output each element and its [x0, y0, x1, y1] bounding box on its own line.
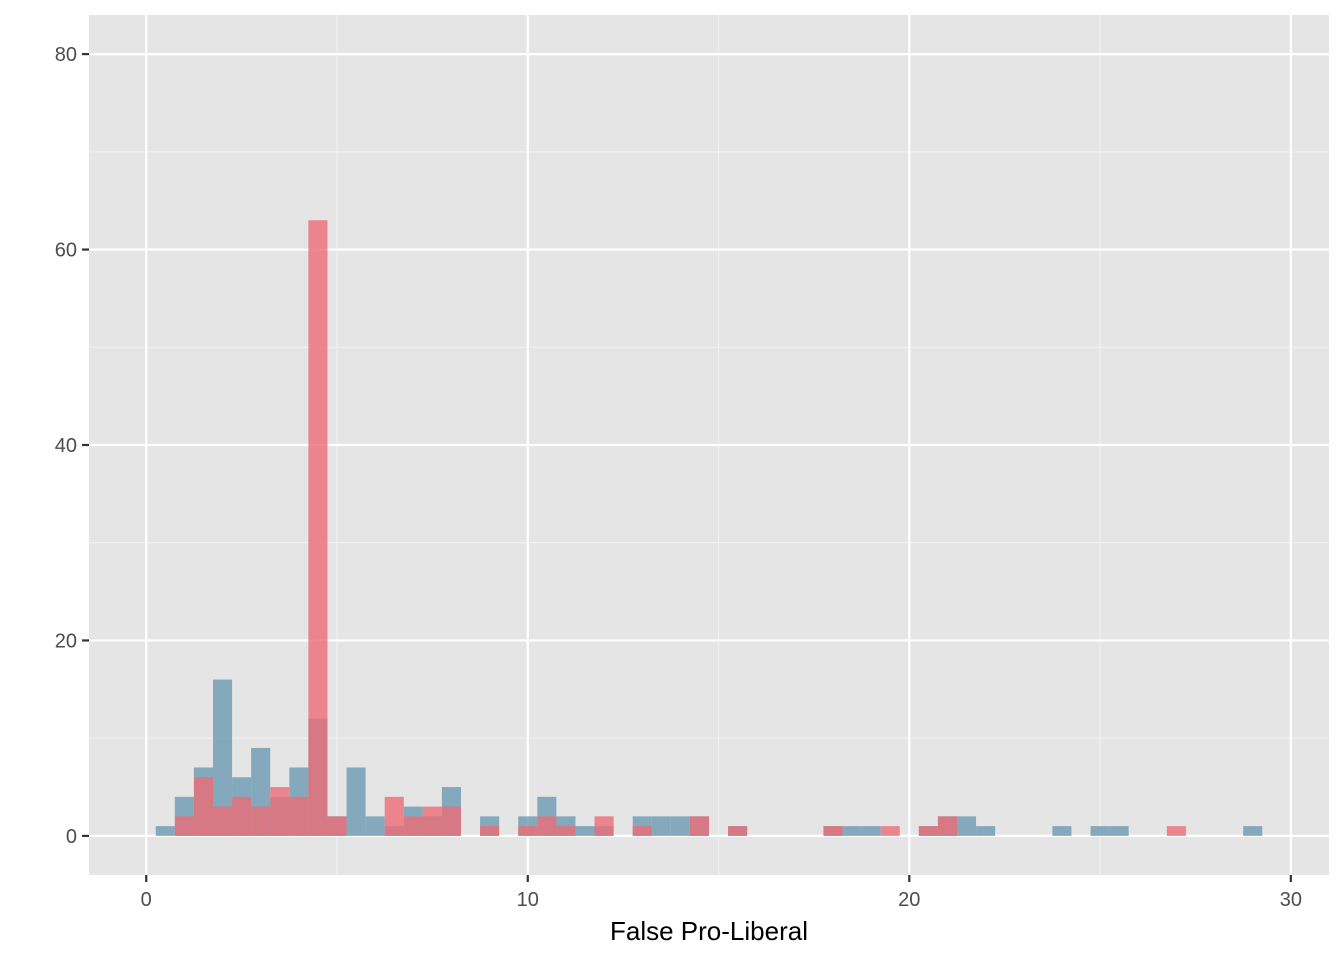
y-tick-label: 40 — [55, 435, 77, 457]
bar-series-2 — [289, 796, 309, 836]
bar-series-2 — [537, 816, 557, 836]
bar-series-1 — [651, 816, 671, 836]
bar-series-2 — [213, 806, 233, 836]
bar-series-1 — [976, 826, 996, 836]
bar-series-2 — [441, 806, 461, 836]
x-tick-label: 30 — [1280, 889, 1302, 911]
bars — [155, 220, 1263, 836]
bar-series-1 — [842, 826, 862, 836]
bar-series-2 — [689, 816, 709, 836]
bar-series-1 — [575, 826, 595, 836]
x-tick-label: 0 — [141, 889, 152, 911]
bar-series-2 — [918, 826, 938, 836]
axes: 0 10 20 30 0 20 40 60 80 — [55, 44, 1302, 911]
bar-series-2 — [422, 806, 442, 836]
bar-series-1 — [1090, 826, 1110, 836]
grid-lines — [89, 15, 1329, 875]
x-axis-title: False Pro-Liberal — [610, 916, 808, 946]
y-tick-label: 0 — [66, 826, 77, 848]
bar-series-2 — [174, 816, 194, 836]
bar-series-2 — [384, 796, 404, 836]
y-tick-label: 20 — [55, 630, 77, 652]
bar-series-2 — [232, 796, 252, 836]
bar-series-2 — [270, 787, 290, 836]
bar-series-1 — [670, 816, 690, 836]
bar-series-2 — [632, 826, 652, 836]
x-tick-label: 10 — [517, 889, 539, 911]
bar-series-2 — [1166, 826, 1186, 836]
bar-series-2 — [728, 826, 748, 836]
bar-series-2 — [251, 806, 271, 836]
bar-series-2 — [308, 220, 328, 836]
bar-series-1 — [1109, 826, 1129, 836]
bar-series-2 — [480, 826, 500, 836]
bar-series-2 — [556, 826, 576, 836]
bar-series-1 — [861, 826, 881, 836]
bar-series-1 — [155, 826, 175, 836]
bar-series-1 — [1052, 826, 1072, 836]
bar-series-2 — [937, 816, 957, 836]
y-tick-label: 60 — [55, 240, 77, 262]
bar-series-1 — [957, 816, 977, 836]
bar-series-2 — [327, 816, 347, 836]
bar-series-1 — [365, 816, 385, 836]
x-tick-label: 20 — [898, 889, 920, 911]
bar-series-2 — [518, 826, 538, 836]
bar-series-2 — [403, 816, 423, 836]
bar-series-2 — [594, 816, 614, 836]
bar-series-2 — [823, 826, 843, 836]
bar-series-2 — [193, 777, 213, 836]
bar-series-1 — [346, 767, 366, 836]
bar-series-1 — [213, 679, 233, 836]
bar-series-2 — [880, 826, 900, 836]
y-tick-label: 80 — [55, 44, 77, 66]
bar-series-1 — [1243, 826, 1263, 836]
